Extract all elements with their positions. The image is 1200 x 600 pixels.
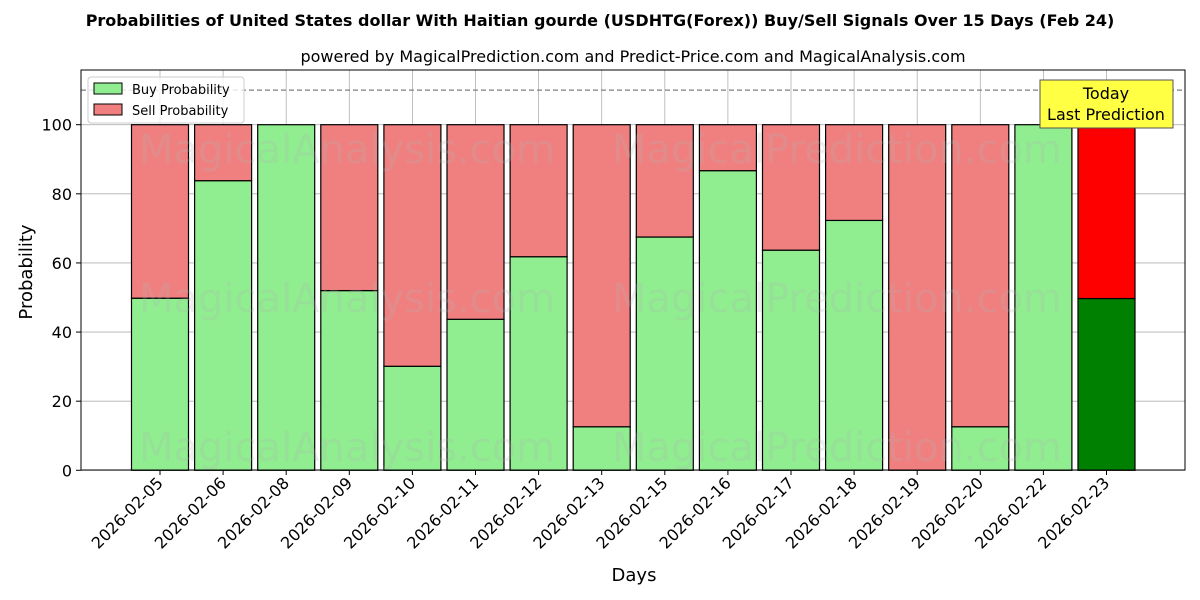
buy-bar <box>761 249 821 471</box>
sell-bar <box>698 124 758 172</box>
bar-group-2026-02-10 <box>383 124 442 471</box>
bar-group-2026-02-20 <box>951 124 1010 471</box>
legend-buy-swatch <box>93 82 123 95</box>
x-axis-ticks: 2026-02-052026-02-062026-02-082026-02-09… <box>88 470 1113 553</box>
buy-bar <box>572 426 631 471</box>
watermarks: MagicalAnalysis.com MagicalPrediction.com… <box>139 127 1062 471</box>
y-tick-label: 0 <box>62 461 72 480</box>
buy-bar <box>635 236 694 471</box>
sell-bar <box>888 124 947 471</box>
sell-bar <box>509 124 568 258</box>
watermark-text: MagicalAnalysis.com <box>139 276 555 322</box>
bar-group-2026-02-18 <box>824 124 884 471</box>
annotation-line-last-prediction: Last Prediction <box>1047 105 1165 124</box>
chart-title: Probabilities of United States dollar Wi… <box>86 11 1115 30</box>
buy-bar <box>257 124 316 471</box>
bar-group-2026-02-11 <box>446 124 505 471</box>
y-tick-label: 40 <box>52 323 72 342</box>
sell-bar <box>761 124 821 251</box>
sell-bar <box>824 124 884 222</box>
y-tick-label: 60 <box>52 254 72 273</box>
sell-bar <box>130 124 190 299</box>
legend-sell-label: Sell Probability <box>132 104 229 119</box>
sell-bar <box>194 124 253 182</box>
bar-group-2026-02-12 <box>509 124 568 471</box>
bar-group-2026-02-09 <box>320 124 379 471</box>
sell-bar <box>446 124 505 320</box>
annotation-box <box>1039 79 1174 129</box>
buy-bar <box>824 219 884 471</box>
sell-bar <box>951 124 1010 428</box>
watermark-text: MagicalAnalysis.com <box>139 127 555 173</box>
y-tick-label: 80 <box>52 185 72 204</box>
buy-bar <box>951 426 1010 471</box>
bar-group-2026-02-13 <box>572 124 631 471</box>
sell-bar <box>635 124 694 238</box>
legend: Buy Probability Sell Probability <box>87 76 245 124</box>
buy-bar <box>1077 297 1136 471</box>
y-tick-label: 20 <box>52 392 72 411</box>
sell-bar <box>320 124 379 292</box>
bar-group-2026-02-17 <box>761 124 821 471</box>
today-annotation: Today Last Prediction <box>1039 79 1174 129</box>
bar-group-2026-02-19 <box>888 124 947 471</box>
bar-group-2026-02-16 <box>698 124 758 471</box>
sell-bar <box>572 124 631 428</box>
annotation-line-today: Today <box>1082 84 1129 103</box>
chart-subtitle: powered by MagicalPrediction.com and Pre… <box>300 47 965 66</box>
y-axis-ticks: 0 20 40 60 80 100 <box>41 116 81 480</box>
y-tick-label: 100 <box>41 116 72 135</box>
bar-group-2026-02-23 <box>1077 124 1136 471</box>
plot-area: MagicalAnalysis.com MagicalPrediction.com… <box>41 69 1186 553</box>
buy-bar <box>383 365 442 471</box>
watermark-text: MagicalPrediction.com <box>612 425 1062 471</box>
bar-series <box>130 124 1136 471</box>
bar-group-2026-02-08 <box>257 124 316 471</box>
x-axis-label: Days <box>612 565 657 586</box>
sell-bar <box>1077 124 1136 300</box>
plot-frame <box>80 69 1186 471</box>
watermark-text: MagicalAnalysis.com <box>139 425 555 471</box>
legend-sell-swatch <box>93 103 123 116</box>
legend-buy-label: Buy Probability <box>132 83 230 98</box>
bar-group-2026-02-22 <box>1014 124 1073 471</box>
bar-group-2026-02-15 <box>635 124 694 471</box>
bar-group-2026-02-05 <box>130 124 190 471</box>
sell-bar <box>383 124 442 367</box>
legend-box <box>87 76 245 124</box>
buy-bar <box>1014 124 1073 471</box>
y-axis-label: Probability <box>16 224 37 319</box>
watermark-text: MagicalPrediction.com <box>612 276 1062 322</box>
watermark-text: MagicalPrediction.com <box>612 127 1062 173</box>
